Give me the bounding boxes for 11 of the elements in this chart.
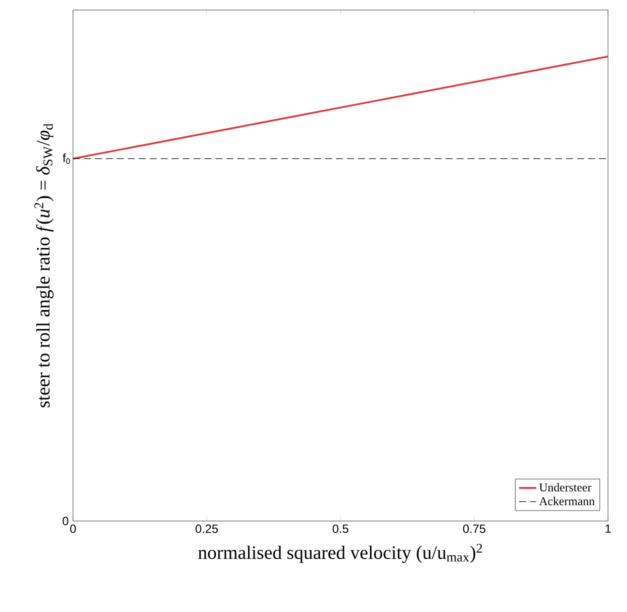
text: 0 xyxy=(62,516,68,526)
legend-label: Understeer xyxy=(539,483,592,492)
legend-label: Ackermann xyxy=(539,496,595,506)
x-tick-label: 0.5 xyxy=(332,524,348,533)
x-tick-label: 0 xyxy=(70,524,76,533)
x-axis-title: normalised squared velocity (u/u$_{max}$)$^{2}$ xyxy=(198,544,482,563)
x-tick-label: 0.25 xyxy=(196,524,218,533)
annotation: f$_{0}$ xyxy=(62,153,70,164)
x-tick-label: 0.75 xyxy=(463,524,486,533)
x-tick-label: 1 xyxy=(606,524,611,533)
text: steer to roll angle ratio f(u$^{2}$) = δ$_{SW}$/φ$_{d}$ xyxy=(34,124,54,408)
